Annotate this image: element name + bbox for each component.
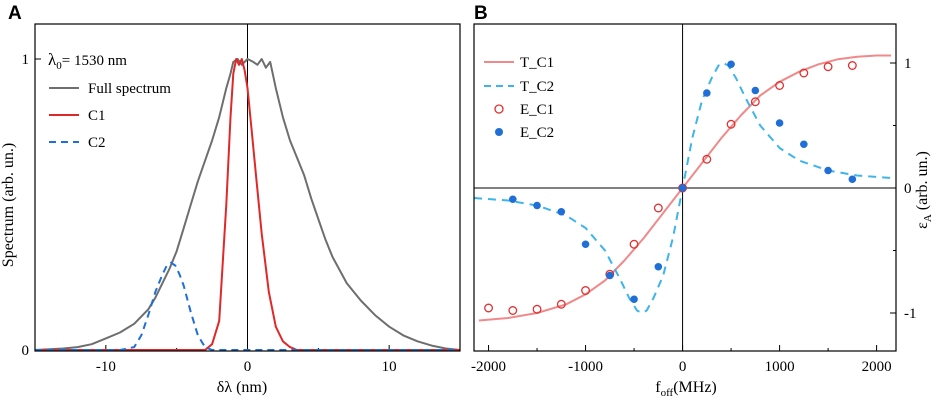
panel-a-ylabel: Spectrum (arb. un.)	[0, 143, 17, 267]
e-c1-point	[775, 81, 785, 90]
e-c2-point	[606, 271, 614, 280]
e-c1-point	[581, 286, 591, 295]
panel-a-xlabel: δλ (nm)	[217, 379, 267, 396]
e-c1-point	[799, 68, 809, 78]
panel-b-xlabel-main: f	[655, 379, 661, 396]
e-c2-point	[581, 240, 590, 249]
lambda-subscript: 0	[56, 60, 62, 72]
e-c1-point	[532, 304, 542, 314]
e-c1-point	[823, 62, 833, 72]
b-xtick-label: -1000	[568, 359, 603, 375]
b-ytick-label: 1	[904, 56, 912, 72]
panel-b-legend: T_C1 T_C2 E_C1 E_C2	[484, 55, 554, 141]
a-xtick-label: 0	[244, 359, 252, 375]
e-c1-point	[653, 203, 663, 213]
e-c2-point	[654, 262, 663, 271]
panel-b-ylabel: εA (arb. un.)	[914, 151, 934, 229]
legend-label-e-c2: E_C2	[520, 125, 554, 141]
panel-b-frame	[473, 23, 897, 352]
panel-b-ylabel-sub: A	[922, 214, 934, 222]
legend-marker-e-c2	[495, 128, 503, 136]
series-t-c1	[478, 54, 892, 322]
e-c1-point	[847, 61, 857, 70]
panel-b-ylabel-main: ε	[914, 222, 931, 229]
a-xtick-label: 10	[382, 359, 397, 375]
series-c1	[35, 58, 460, 351]
panel-b-ticks: -2000 -1000 0 1000 2000 -1 0 1	[471, 56, 916, 375]
b-ytick-label: 0	[904, 181, 912, 197]
legend-label-c2: C2	[88, 135, 106, 151]
b-xtick-label: 1000	[765, 359, 795, 375]
a-xtick-label: -10	[96, 359, 116, 375]
b-xtick-label: -2000	[471, 359, 506, 375]
e-c2-point	[848, 175, 857, 184]
panel-b-series	[473, 24, 896, 351]
e-c2-point	[800, 140, 808, 149]
panel-b-xlabel-sub: off	[661, 387, 674, 399]
e-c1-point	[726, 119, 736, 129]
e-c2-point	[509, 195, 517, 204]
b-xtick-label: 2000	[862, 359, 892, 375]
e-c2-point	[775, 119, 784, 127]
e-c2-point	[703, 89, 711, 97]
a-ytick-label: 1	[22, 52, 30, 68]
lambda-annotation: λ0= 1530 nm	[48, 50, 127, 72]
panel-b-xlabel-unit: (MHz)	[673, 379, 717, 396]
e-c2-point	[751, 86, 760, 95]
b-ytick-label: -1	[904, 306, 917, 322]
a-ytick-label: 0	[22, 343, 30, 359]
e-c2-point	[557, 207, 566, 216]
panel-a-letter: A	[8, 3, 22, 24]
panel-a: A Spectrum (arb. un.) δλ (nm) -10 0 10 0 1 λ…	[0, 3, 461, 396]
e-c2-point	[678, 184, 687, 192]
e-c1-point	[556, 299, 566, 309]
e-c1-point	[484, 303, 494, 313]
e-c2-point	[533, 201, 541, 210]
e-c1-point	[750, 97, 760, 107]
e-c2-point	[824, 166, 832, 175]
legend-label-full-spectrum: Full spectrum	[88, 81, 171, 97]
panel-b-ylabel-unit: (arb. un.)	[914, 151, 931, 214]
series-c2	[35, 261, 460, 351]
lambda-symbol: λ	[48, 50, 57, 69]
e-c1-point	[702, 154, 712, 164]
legend-marker-e-c1	[494, 104, 504, 114]
panel-a-series	[34, 24, 461, 351]
lambda-value: = 1530 nm	[62, 53, 127, 69]
panel-a-legend: Full spectrum C1 C2	[49, 81, 171, 151]
legend-label-c1: C1	[88, 108, 106, 124]
legend-label-t-c2: T_C2	[520, 79, 554, 95]
legend-label-e-c1: E_C1	[520, 102, 554, 118]
panel-b: B foff(MHz) εA (arb. un.) -2000 -1000 0 100…	[471, 3, 934, 399]
b-xtick-label: 0	[679, 359, 687, 375]
panel-a-ticks: -10 0 10 0 1	[22, 52, 461, 375]
e-c1-point	[629, 239, 639, 249]
panel-a-frame	[34, 23, 461, 352]
e-c2-point	[727, 60, 735, 69]
e-c1-point	[508, 306, 518, 315]
panel-b-letter: B	[474, 3, 488, 24]
legend-label-t-c1: T_C1	[520, 55, 554, 71]
panel-b-xlabel: foff(MHz)	[655, 379, 717, 399]
e-c2-point	[630, 295, 638, 304]
